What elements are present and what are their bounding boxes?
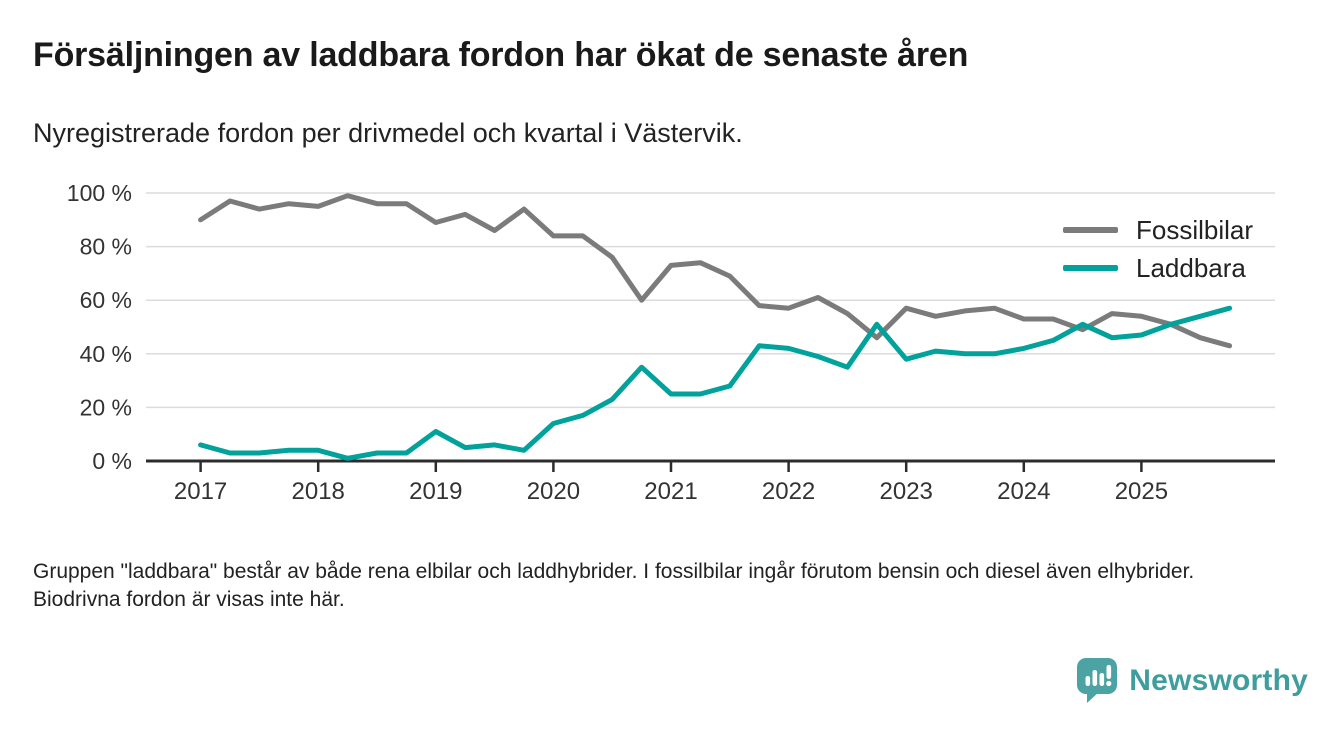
series-line-fossilbilar (198, 193, 1233, 349)
y-axis-tick-label: 100 % (67, 180, 132, 206)
x-axis-tick-label: 2022 (762, 478, 815, 505)
x-axis-tick-label: 2018 (292, 478, 345, 505)
x-axis-tick-label: 2020 (527, 478, 580, 505)
y-axis-tick-label: 40 % (80, 341, 132, 367)
legend-swatch-icon (1063, 265, 1118, 271)
legend-item-laddbara: Laddbara (1063, 249, 1253, 287)
chart-legend: Fossilbilar Laddbara (1063, 211, 1253, 287)
newsworthy-logo-text: Newsworthy (1129, 664, 1308, 697)
x-axis-tick-label: 2024 (997, 478, 1050, 505)
chart-footnote: Gruppen "laddbara" består av både rena e… (33, 560, 1195, 611)
legend-item-fossilbilar: Fossilbilar (1063, 211, 1253, 249)
x-axis-tick-label: 2021 (644, 478, 697, 505)
x-axis-tick-label: 2023 (880, 478, 933, 505)
y-axis-tick-label: 0 % (92, 448, 132, 474)
chart-title: Försäljningen av laddbara fordon har öka… (33, 36, 969, 74)
newsworthy-logo-icon (1077, 658, 1118, 703)
chart-subtitle: Nyregistrerade fordon per drivmedel och … (33, 118, 743, 148)
series-line-laddbara (198, 305, 1233, 461)
y-axis-tick-label: 60 % (80, 287, 132, 313)
x-axis-tick-label: 2017 (174, 478, 227, 505)
x-axis-tick-label: 2025 (1115, 478, 1168, 505)
y-axis-tick-label: 80 % (80, 234, 132, 260)
legend-swatch-icon (1063, 227, 1118, 233)
x-axis-tick-label: 2019 (409, 478, 462, 505)
y-axis-tick-label: 20 % (80, 394, 132, 420)
legend-label: Fossilbilar (1136, 214, 1254, 245)
newsworthy-branding: Newsworthy (1077, 658, 1308, 704)
legend-label: Laddbara (1136, 252, 1246, 283)
